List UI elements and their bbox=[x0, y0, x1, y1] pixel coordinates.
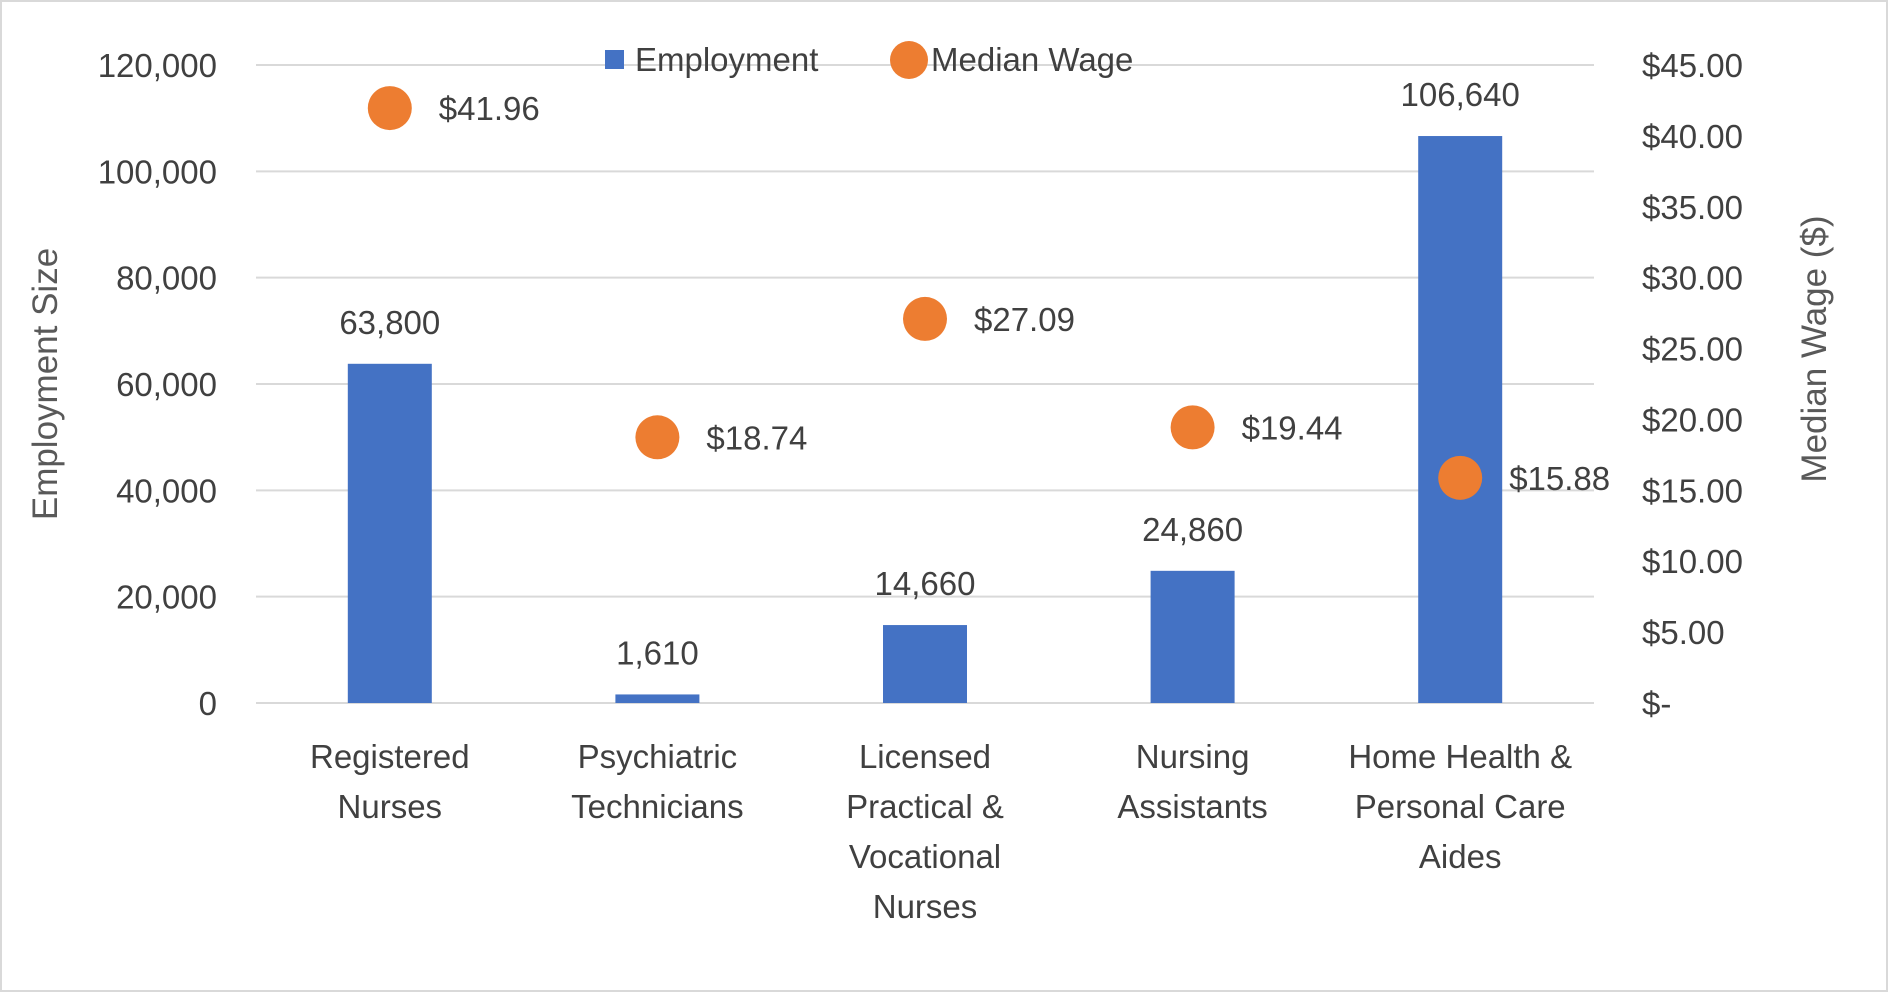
category-label: Nurses bbox=[873, 888, 978, 925]
category-label: Practical & bbox=[846, 788, 1004, 825]
category-label: Licensed bbox=[859, 738, 991, 775]
y2-tick-label: $35.00 bbox=[1642, 189, 1743, 226]
point-data-label: $27.09 bbox=[974, 301, 1075, 338]
y2-tick-label: $30.00 bbox=[1642, 260, 1743, 297]
point-data-label: $15.88 bbox=[1509, 460, 1610, 497]
point-data-label: $41.96 bbox=[439, 90, 540, 127]
y2-tick-label: $5.00 bbox=[1642, 614, 1725, 651]
bar-employment bbox=[883, 625, 967, 703]
bar-employment bbox=[347, 363, 432, 703]
y2-tick-label: $10.00 bbox=[1642, 543, 1743, 580]
category-label: Home Health & bbox=[1348, 738, 1572, 775]
category-label: Assistants bbox=[1117, 788, 1267, 825]
y-tick-label: 0 bbox=[199, 685, 217, 722]
y-axis-title: Employment Size bbox=[26, 248, 65, 520]
legend-median-wage-label: Median Wage bbox=[931, 41, 1133, 78]
y-tick-label: 40,000 bbox=[116, 472, 217, 509]
category-label: Aides bbox=[1419, 838, 1502, 875]
y-tick-label: 80,000 bbox=[116, 260, 217, 297]
legend-median-wage-marker bbox=[890, 41, 928, 79]
category-label: Psychiatric bbox=[578, 738, 738, 775]
points: $41.96 $18.74 $27.09 $19.44 $15.88 bbox=[367, 86, 1610, 500]
y2-tick-label: $- bbox=[1642, 685, 1671, 722]
point-median-wage bbox=[1438, 455, 1483, 500]
bar-employment bbox=[615, 694, 700, 703]
point-data-label: $18.74 bbox=[706, 419, 807, 456]
y-tick-label: 100,000 bbox=[98, 153, 217, 190]
legend-employment-marker bbox=[605, 50, 624, 69]
y2-axis-ticks: $- $5.00 $10.00 $15.00 $20.00 $25.00 $30.00 $35… bbox=[1642, 47, 1743, 722]
y-tick-label: 20,000 bbox=[116, 579, 217, 616]
y-tick-label: 120,000 bbox=[98, 47, 217, 84]
bar-data-label: 1,610 bbox=[616, 634, 699, 671]
y2-tick-label: $15.00 bbox=[1642, 472, 1743, 509]
bar-employment bbox=[1150, 570, 1235, 703]
bar-employment bbox=[1418, 136, 1503, 704]
category-labels: Registered Nurses Psychiatric Technicians Li… bbox=[310, 738, 1572, 925]
y2-axis-title: Median Wage ($) bbox=[1795, 215, 1834, 482]
bars: 63,800 1,610 14,660 24,860 106,640 bbox=[339, 76, 1520, 704]
bar-data-label: 106,640 bbox=[1401, 76, 1520, 113]
point-median-wage bbox=[367, 86, 412, 131]
category-label: Vocational bbox=[849, 838, 1001, 875]
category-label: Nursing bbox=[1136, 738, 1250, 775]
gridlines bbox=[256, 64, 1594, 704]
y-tick-label: 60,000 bbox=[116, 366, 217, 403]
category-label: Technicians bbox=[571, 788, 743, 825]
point-median-wage bbox=[1170, 405, 1215, 450]
bar-data-label: 63,800 bbox=[339, 304, 440, 341]
legend: Employment Median Wage bbox=[605, 41, 1133, 79]
bar-data-label: 14,660 bbox=[875, 565, 976, 602]
y-axis-ticks: 0 20,000 40,000 60,000 80,000 100,000 120,000 bbox=[98, 47, 217, 722]
y2-tick-label: $45.00 bbox=[1642, 47, 1743, 84]
category-label: Registered bbox=[310, 738, 470, 775]
point-data-label: $19.44 bbox=[1242, 409, 1343, 446]
bar-data-label: 24,860 bbox=[1142, 511, 1243, 548]
category-label: Personal Care bbox=[1355, 788, 1566, 825]
point-median-wage bbox=[903, 296, 947, 341]
y2-tick-label: $20.00 bbox=[1642, 401, 1743, 438]
y2-tick-label: $40.00 bbox=[1642, 118, 1743, 155]
category-label: Nurses bbox=[338, 788, 443, 825]
y2-tick-label: $25.00 bbox=[1642, 331, 1743, 368]
legend-employment-label: Employment bbox=[635, 41, 818, 78]
point-median-wage bbox=[635, 415, 680, 460]
